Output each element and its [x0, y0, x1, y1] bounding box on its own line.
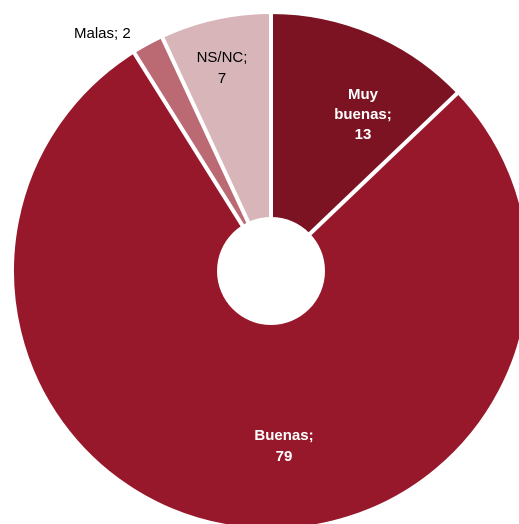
pie-slice-muy-buenas [269, 10, 461, 273]
slice-label-muy-buenas: Muy buenas; 13 [334, 86, 392, 143]
slice-label-ns-nc: NS/NC; 7 [197, 49, 248, 87]
donut-hole [217, 217, 325, 325]
labels-group: Muy buenas; 13 Buenas; 79 Malas; 2 NS/NC; 7 [74, 25, 392, 465]
slice-label-buenas: Buenas; 79 [254, 427, 313, 465]
slice-label-malas: Malas; 2 [74, 25, 131, 42]
pie-slice-ns-nc [159, 10, 273, 273]
